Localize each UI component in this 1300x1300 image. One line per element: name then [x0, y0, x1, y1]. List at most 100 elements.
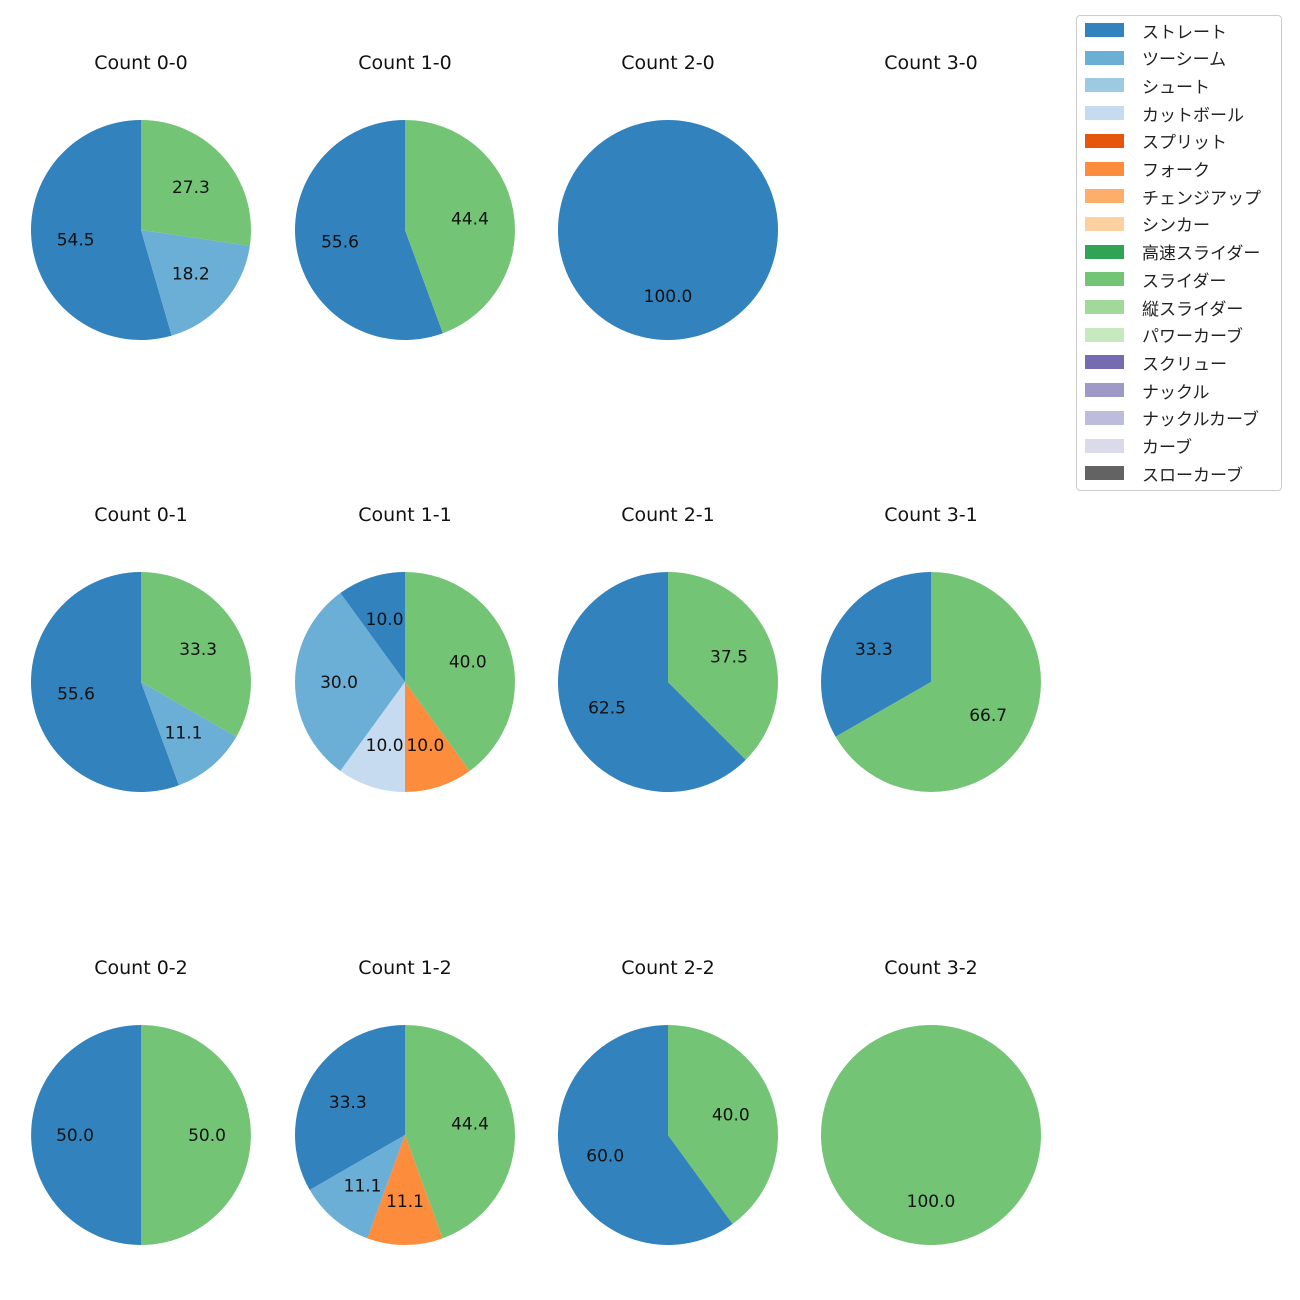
pie-slice-label: 11.1	[386, 1192, 424, 1212]
legend-swatch	[1085, 244, 1124, 259]
legend-swatch	[1085, 133, 1124, 148]
legend-item: スライダー	[1085, 269, 1227, 292]
pie-slice	[835, 572, 1041, 792]
pie-slice	[294, 593, 405, 771]
pie-12: Count 3-2 100.0	[821, 957, 1041, 1245]
pie-slice-label: 18.2	[172, 264, 210, 284]
pie-title: Count 3-0	[884, 52, 978, 74]
legend-item: ストレート	[1085, 20, 1227, 43]
legend-label: スプリット	[1142, 133, 1227, 154]
pie-title: Count 0-0	[94, 52, 188, 74]
legend-label: ツーシーム	[1142, 50, 1227, 71]
pie-slice	[405, 120, 515, 334]
pie-title: Count 2-1	[621, 504, 715, 526]
legend-label: シュート	[1142, 77, 1210, 98]
pie-8: Count 3-1 33.3 66.7	[820, 504, 1041, 792]
pie-2: Count 1-0 55.6 44.4	[294, 52, 515, 340]
legend-item: カーブ	[1085, 436, 1192, 458]
legend-swatch	[1085, 438, 1124, 453]
legend-swatch	[1085, 216, 1124, 231]
legend-item: チェンジアップ	[1085, 186, 1261, 209]
legend-swatch	[1085, 466, 1124, 481]
pie-slice-label: 44.4	[451, 1115, 489, 1135]
legend-label: フォーク	[1142, 161, 1210, 181]
pie-slice-label: 50.0	[188, 1126, 226, 1146]
legend-item: パワーカーブ	[1085, 325, 1243, 347]
legend-swatch	[1085, 189, 1124, 204]
pie-11: Count 2-2 60.0 40.0	[558, 957, 779, 1246]
pie-slice	[558, 1025, 733, 1246]
pie-slice-label: 11.1	[165, 723, 203, 743]
pie-6: Count 1-110.030.010.0 10.040.0	[294, 504, 516, 792]
legend-label: ナックル	[1142, 382, 1210, 403]
legend-label: カーブ	[1142, 438, 1192, 458]
pie-title: Count 1-0	[358, 52, 452, 74]
pie-slice-label: 40.0	[449, 653, 487, 673]
pie-title: Count 3-1	[884, 504, 978, 526]
pie-slice-label: 40.0	[712, 1106, 750, 1126]
pie-slice-label: 100.0	[907, 1192, 956, 1212]
pie-slice	[141, 572, 252, 737]
pie-slice	[558, 120, 778, 340]
pie-slice-label: 55.6	[57, 685, 95, 705]
pie-slice	[820, 572, 931, 737]
pie-slice	[31, 1025, 141, 1245]
pie-slice	[309, 1135, 405, 1239]
pie-10: Count 1-2 33.3 11.111.1 44.4	[295, 957, 516, 1246]
pie-title: Count 2-0	[621, 52, 715, 74]
legend-swatch	[1085, 272, 1124, 287]
pie-slice	[141, 120, 251, 246]
pie-slice	[340, 572, 405, 682]
legend-item: カットボール	[1085, 103, 1244, 126]
legend-swatch	[1085, 327, 1124, 342]
pie-slice	[294, 120, 443, 340]
pie-slice	[141, 1025, 251, 1245]
legend-label: ナックルカーブ	[1142, 410, 1259, 431]
pie-slice	[668, 572, 778, 760]
legend-label: 縦スライダー	[1142, 299, 1244, 320]
legend-item: スクリュー	[1085, 352, 1227, 375]
pie-slice-label: 60.0	[586, 1146, 624, 1166]
pie-slice-label: 11.1	[344, 1177, 382, 1197]
legend-item: ナックル	[1085, 380, 1210, 403]
pie-1: Count 0-0 54.5 18.2 27.3	[30, 52, 251, 340]
legend-item: シュート	[1085, 75, 1210, 98]
pie-slice-label: 55.6	[321, 233, 359, 253]
pie-title: Count 2-2	[621, 957, 715, 979]
pie-4: Count 3-0	[884, 52, 978, 74]
pie-5: Count 0-1 55.6 11.1 33.3	[30, 504, 252, 793]
pie-slice-label: 62.5	[588, 698, 626, 718]
pie-title: Count 0-1	[94, 504, 188, 526]
pie-3: Count 2-0 100.0	[558, 52, 778, 340]
pie-slice-label: 54.5	[57, 230, 95, 250]
pie-slice-label: 44.4	[451, 209, 489, 229]
pie-slice	[405, 682, 470, 792]
pie-slice	[295, 1025, 405, 1190]
legend-swatch	[1085, 106, 1124, 121]
pie-slice	[405, 572, 516, 771]
pie-slice	[30, 572, 179, 793]
pie-slice-label: 10.0	[366, 610, 404, 630]
legend-swatch	[1085, 383, 1124, 398]
legend-swatch	[1085, 410, 1124, 425]
pie-slice-label: 33.3	[179, 640, 217, 660]
pie-title: Count 3-2	[884, 957, 978, 979]
legend-item: ツーシーム	[1085, 48, 1227, 71]
pie-9: Count 0-2 50.0 50.0	[31, 957, 251, 1245]
legend-swatch	[1085, 23, 1124, 37]
pie-slice	[668, 1025, 779, 1224]
pie-title: Count 0-2	[94, 957, 188, 979]
legend-item: フォーク	[1085, 159, 1210, 181]
legend-swatch	[1085, 355, 1124, 370]
pie-slice	[141, 682, 237, 786]
pie-slice-label: 37.5	[710, 648, 748, 668]
pie-slice-label: 66.7	[969, 706, 1007, 726]
legend-label: チェンジアップ	[1142, 188, 1261, 209]
legend: ストレートツーシームシュートカットボールスプリットフォークチェンジアップ シンカー…	[1076, 15, 1282, 491]
legend-label: 高速スライダー	[1142, 244, 1261, 265]
pie-slice	[141, 230, 250, 336]
legend-label: スライダー	[1142, 271, 1227, 292]
legend-label: シンカー	[1142, 216, 1210, 237]
pie-slice-label: 30.0	[320, 673, 358, 693]
